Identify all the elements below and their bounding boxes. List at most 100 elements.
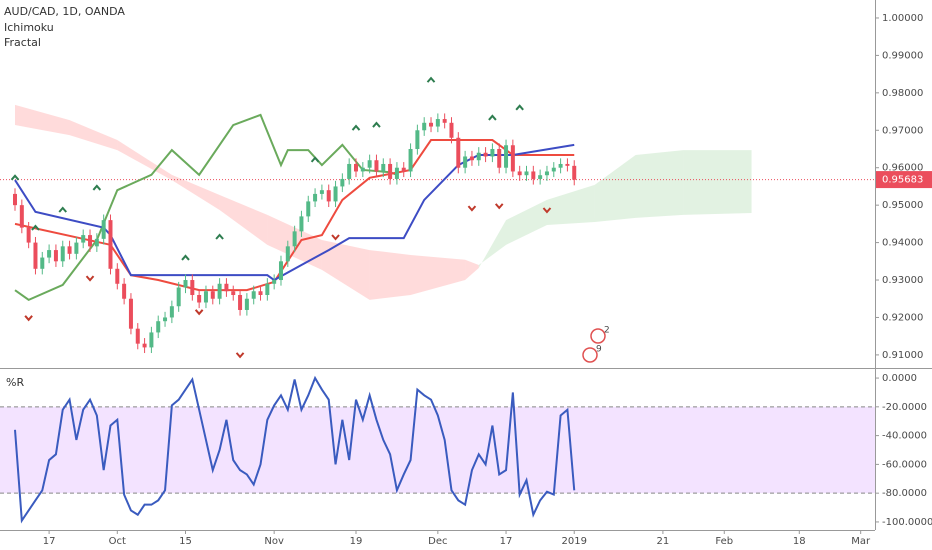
- candle-body: [456, 137, 461, 168]
- event-label: 9: [596, 345, 602, 355]
- candle-body: [265, 283, 270, 295]
- candle-body: [306, 201, 311, 217]
- y-tick-label: 0.99000: [882, 50, 923, 61]
- candle-body: [128, 298, 133, 329]
- cloud-segment: [594, 154, 636, 222]
- candle-body: [504, 145, 509, 168]
- cloud-segment: [506, 199, 547, 245]
- candle-body: [299, 216, 304, 232]
- candle-body: [340, 178, 345, 187]
- cloud-segment: [321, 239, 370, 300]
- indicator-label: Ichimoku: [4, 21, 54, 34]
- candle-body: [238, 294, 243, 310]
- x-tick-label: Mar: [851, 536, 871, 547]
- y-tick-label: -60.0000: [882, 459, 927, 470]
- fractal-down: [24, 315, 33, 322]
- candle-body: [81, 235, 86, 243]
- fractal-up: [58, 206, 67, 213]
- candle-body: [313, 193, 318, 202]
- candle-body: [360, 167, 365, 172]
- candle-body: [33, 242, 38, 269]
- fractal-up: [31, 224, 40, 231]
- cloud-segment: [15, 104, 70, 136]
- candle-body: [572, 165, 577, 180]
- fractal-up: [488, 114, 497, 121]
- y-tick-label: -40.0000: [882, 431, 927, 442]
- candle-body: [224, 283, 229, 292]
- last-price-badge: [876, 171, 932, 189]
- candle-body: [354, 163, 359, 172]
- candle-body: [60, 246, 65, 262]
- fractal-down: [194, 309, 204, 316]
- candle-body: [183, 280, 188, 288]
- candle-body: [94, 238, 99, 247]
- candle-body: [101, 220, 106, 239]
- cloud-segment: [219, 195, 268, 245]
- cloud-segment: [635, 150, 684, 218]
- candle-body: [483, 152, 488, 157]
- x-tick-label: 2019: [562, 536, 587, 547]
- fractal-up: [310, 156, 320, 163]
- cloud-segment: [69, 120, 118, 151]
- fractal-down: [235, 352, 245, 359]
- candle-body: [463, 156, 468, 168]
- cloud-segment: [478, 220, 507, 269]
- candle-body: [394, 167, 399, 179]
- y-tick-label: 0.91000: [882, 350, 923, 361]
- event-badge: [582, 347, 598, 363]
- candle-body: [524, 171, 529, 176]
- fractal-down: [542, 207, 552, 214]
- cloud-segment: [410, 254, 466, 295]
- candle-body: [53, 250, 58, 262]
- candle-body: [401, 167, 406, 172]
- candle-body: [538, 175, 543, 179]
- candle-body: [442, 119, 447, 123]
- y-tick-label: 0.97000: [882, 125, 923, 136]
- fractal-up: [426, 76, 436, 83]
- candle-body: [497, 148, 502, 168]
- x-tick-label: 15: [179, 536, 192, 547]
- candle-body: [115, 268, 120, 284]
- cloud-segment: [171, 174, 220, 211]
- x-tick-label: Nov: [264, 536, 284, 547]
- y-tick-label: 0.93000: [882, 275, 923, 286]
- candle-body: [490, 148, 495, 157]
- fractal-up: [515, 104, 524, 111]
- band-fill: [0, 406, 875, 494]
- candle-body: [40, 257, 45, 269]
- y-tick-label: 0.95000: [882, 200, 923, 211]
- candle-body: [510, 145, 515, 172]
- candle-body: [122, 283, 127, 299]
- x-tick-label: Dec: [428, 536, 447, 547]
- candle-body: [422, 122, 427, 131]
- y-tick-label: 1.00000: [882, 13, 923, 24]
- y-tick-label: -100.0000: [882, 517, 932, 528]
- candle-body: [449, 122, 454, 138]
- candle-body: [149, 332, 154, 348]
- fractal-up: [92, 184, 102, 191]
- cloud-segment: [465, 259, 479, 281]
- y-tick-label: -20.0000: [882, 402, 927, 413]
- pane-title: %R: [6, 376, 24, 389]
- fractal-up: [181, 254, 190, 261]
- candle-body: [210, 291, 215, 299]
- fractal-down: [85, 275, 95, 282]
- x-tick-label: 17: [43, 536, 56, 547]
- candle-body: [169, 306, 174, 318]
- cloud-segment: [117, 140, 172, 181]
- y-tick-label: 0.94000: [882, 238, 923, 249]
- candle-body: [19, 205, 24, 228]
- y-tick-label: 0.98000: [882, 88, 923, 99]
- candle-body: [374, 160, 379, 172]
- cloud-segment: [369, 250, 411, 300]
- candle-body: [163, 317, 168, 322]
- candle-body: [258, 291, 263, 295]
- candle-body: [251, 291, 256, 299]
- indicator-line: [14, 113, 398, 302]
- candle-body: [531, 171, 536, 179]
- x-tick-label: 19: [350, 536, 363, 547]
- x-tick-label: Feb: [715, 536, 733, 547]
- candle-body: [326, 190, 331, 202]
- candle-body: [244, 298, 249, 310]
